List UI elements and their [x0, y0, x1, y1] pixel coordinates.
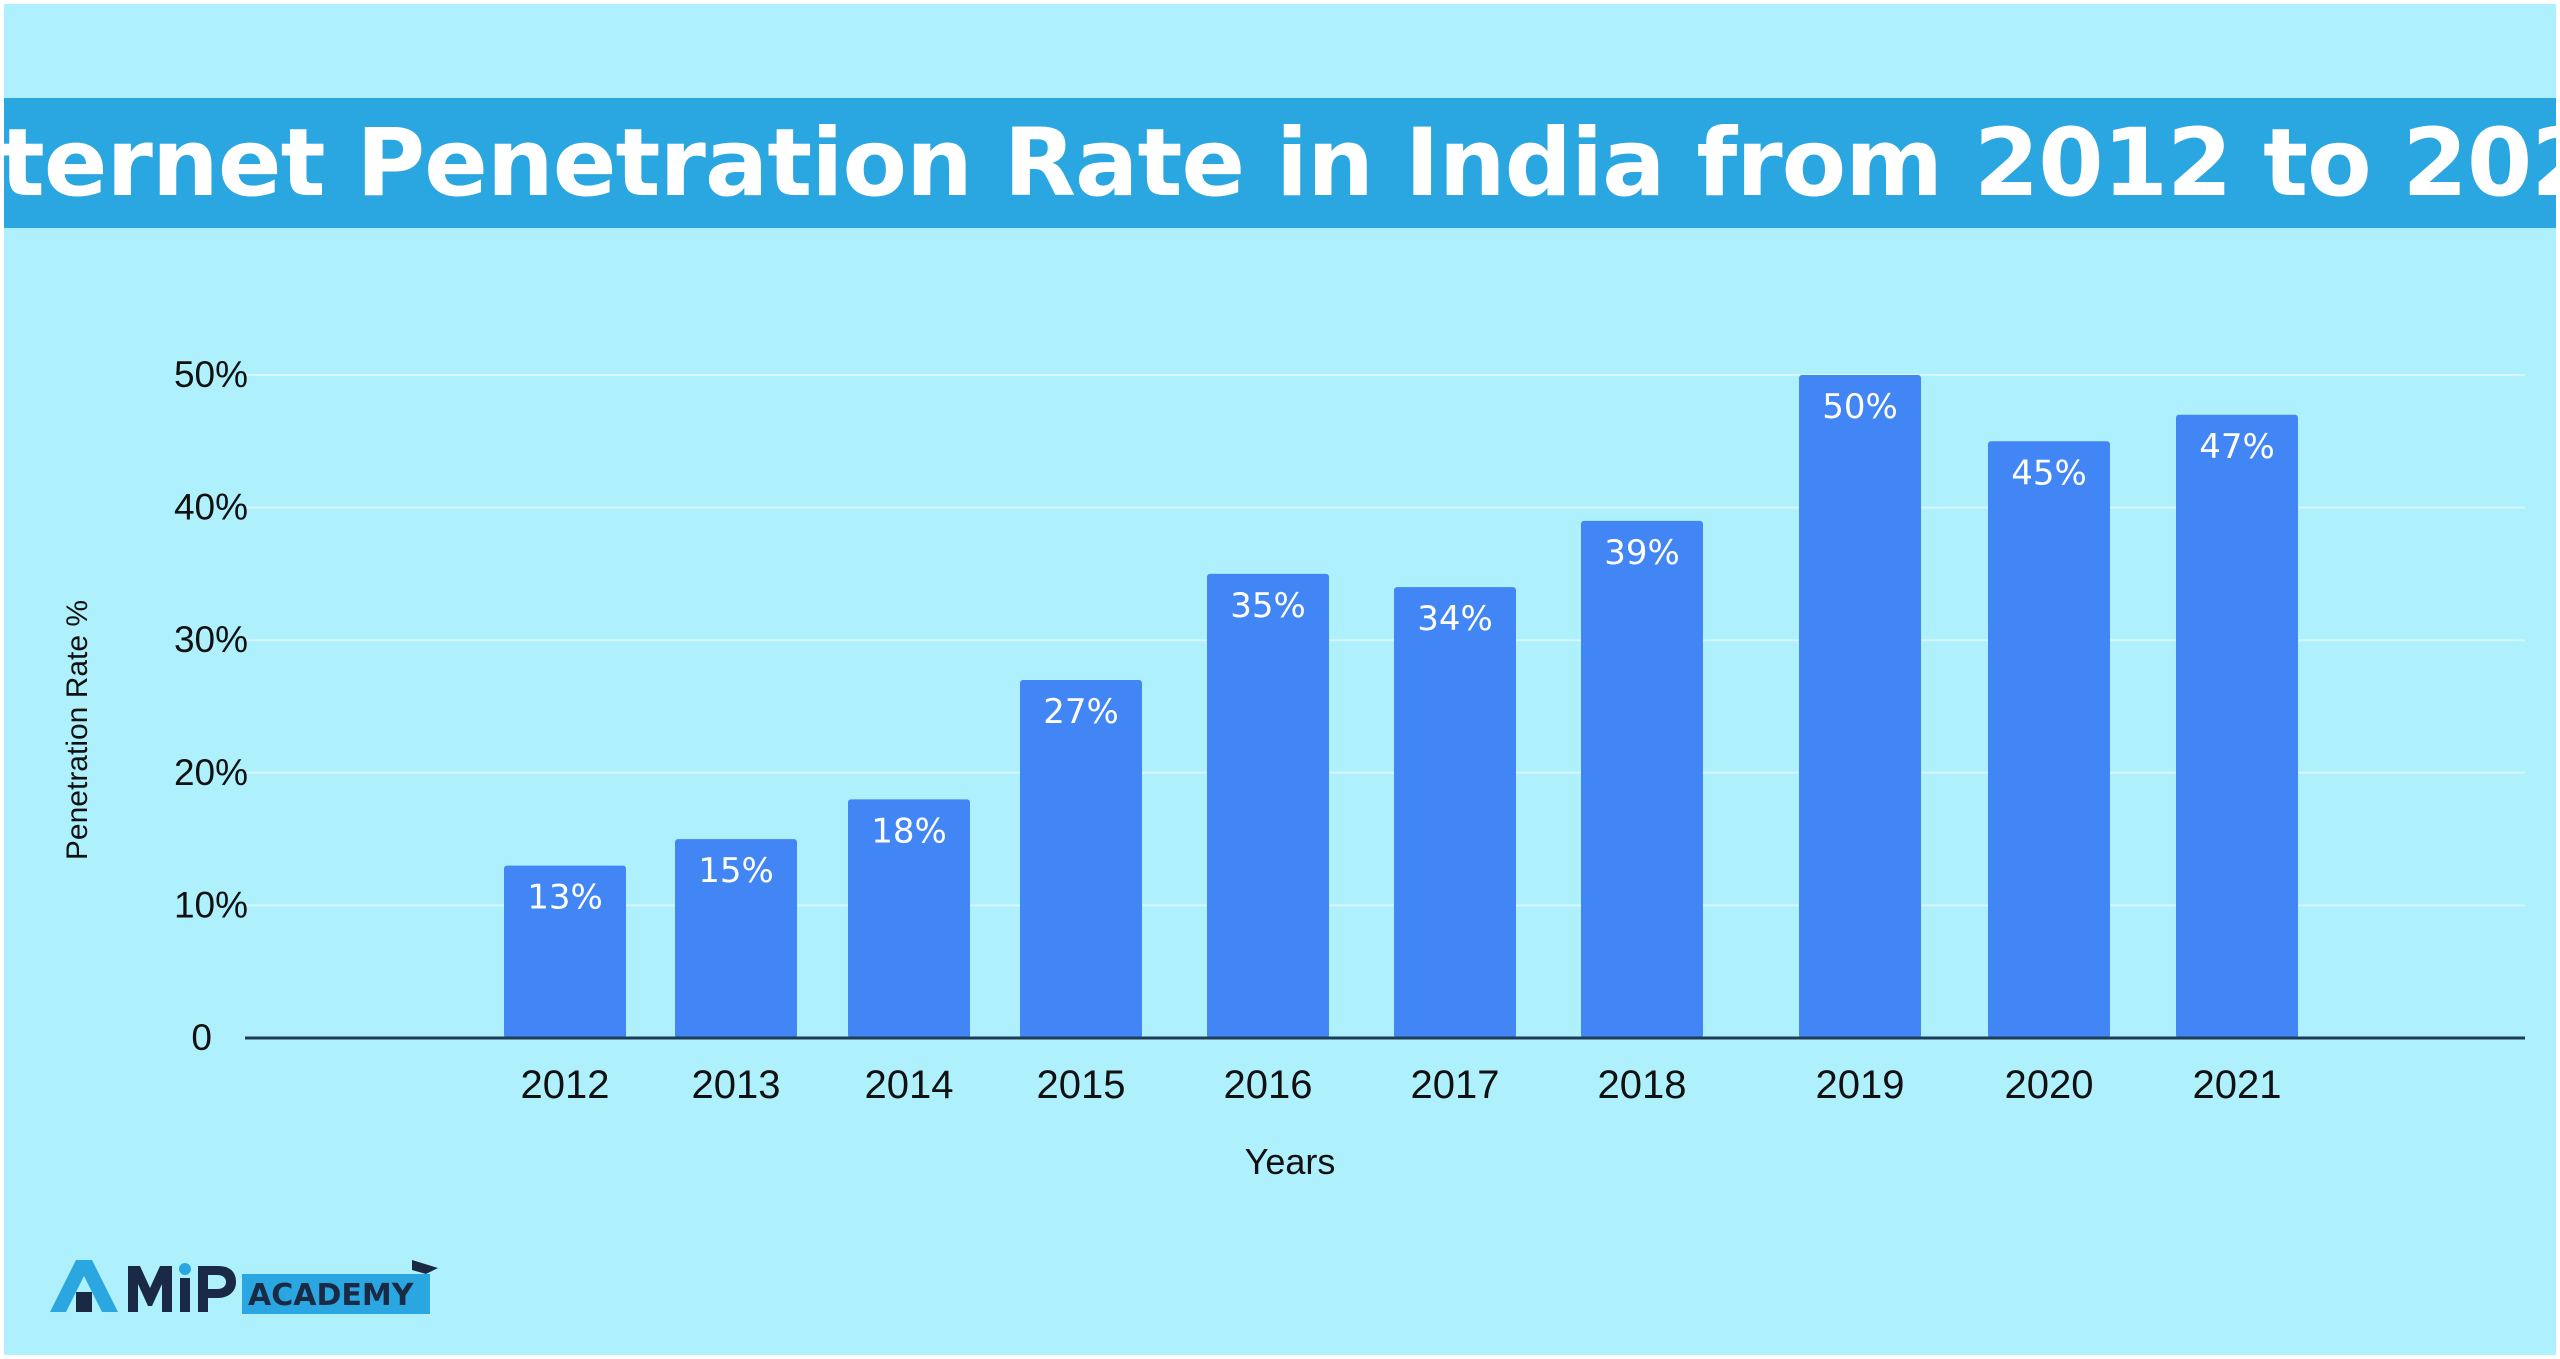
x-tick-labels: 2012 2013 2014 2015 2016 2017 2018 2019 2020 2021: [521, 1063, 2282, 1107]
bar-value-label: 27%: [1043, 692, 1119, 732]
x-tick-label: 2021: [2193, 1063, 2282, 1107]
title-banner: Internet Penetration Rate in India from …: [0, 98, 2560, 228]
bar-2017: [1394, 587, 1516, 1038]
y-tick-label: 10%: [174, 884, 248, 925]
chart-title: Internet Penetration Rate in India from …: [0, 108, 2560, 218]
bar-value-label: 15%: [698, 851, 774, 891]
bar-value-label: 18%: [871, 811, 947, 851]
logo-wordmark-icon: [128, 1263, 236, 1312]
y-tick-labels: 0 10% 20% 30% 40% 50%: [174, 354, 248, 1058]
bar-labels: 13% 15% 18% 27% 35% 34% 39% 50% 45% 47%: [527, 387, 2275, 918]
logo-academy-badge-icon: [242, 1274, 430, 1314]
y-tick-label: 40%: [174, 487, 248, 528]
x-tick-label: 2020: [2005, 1063, 2094, 1107]
bar-2015: [1020, 679, 1142, 1038]
bar-2014: [848, 799, 970, 1038]
bar-value-label: 50%: [1822, 387, 1898, 427]
bar-value-label: 39%: [1604, 533, 1680, 573]
bar-2016: [1207, 573, 1329, 1038]
x-tick-label: 2013: [692, 1063, 781, 1107]
x-tick-label: 2016: [1224, 1063, 1313, 1107]
bar-2020: [1988, 441, 2110, 1038]
y-tick-label: 0: [191, 1017, 212, 1058]
bar-value-label: 47%: [2199, 427, 2275, 467]
x-tick-label: 2015: [1037, 1063, 1126, 1107]
bar-value-label: 13%: [527, 878, 603, 918]
x-tick-label: 2017: [1411, 1063, 1500, 1107]
bar-2018: [1581, 520, 1703, 1038]
bar-2013: [675, 839, 797, 1038]
bar-value-label: 34%: [1417, 599, 1493, 639]
logo-a-mark-icon: [50, 1260, 118, 1312]
bar-2019: [1799, 375, 1921, 1038]
academy-logo: ACADEMY: [50, 1260, 438, 1314]
logo-academy-text: ACADEMY: [248, 1278, 415, 1313]
bar-value-label: 35%: [1230, 586, 1306, 626]
graduation-cap-icon: [412, 1260, 438, 1274]
y-tick-label: 20%: [174, 752, 248, 793]
bars: [504, 375, 2298, 1038]
logo-a-mark-bar-icon: [76, 1292, 92, 1312]
x-tick-label: 2012: [521, 1063, 610, 1107]
bar-2021: [2176, 414, 2298, 1038]
y-tick-label: 30%: [174, 619, 248, 660]
x-tick-label: 2014: [865, 1063, 954, 1107]
x-axis-title: Years: [1245, 1141, 1336, 1182]
y-axis-title: Penetration Rate %: [61, 600, 94, 860]
bar-value-label: 45%: [2011, 453, 2087, 493]
bar-2012: [504, 865, 626, 1038]
x-tick-label: 2019: [1816, 1063, 1905, 1107]
x-tick-label: 2018: [1598, 1063, 1687, 1107]
y-tick-label: 50%: [174, 354, 248, 395]
